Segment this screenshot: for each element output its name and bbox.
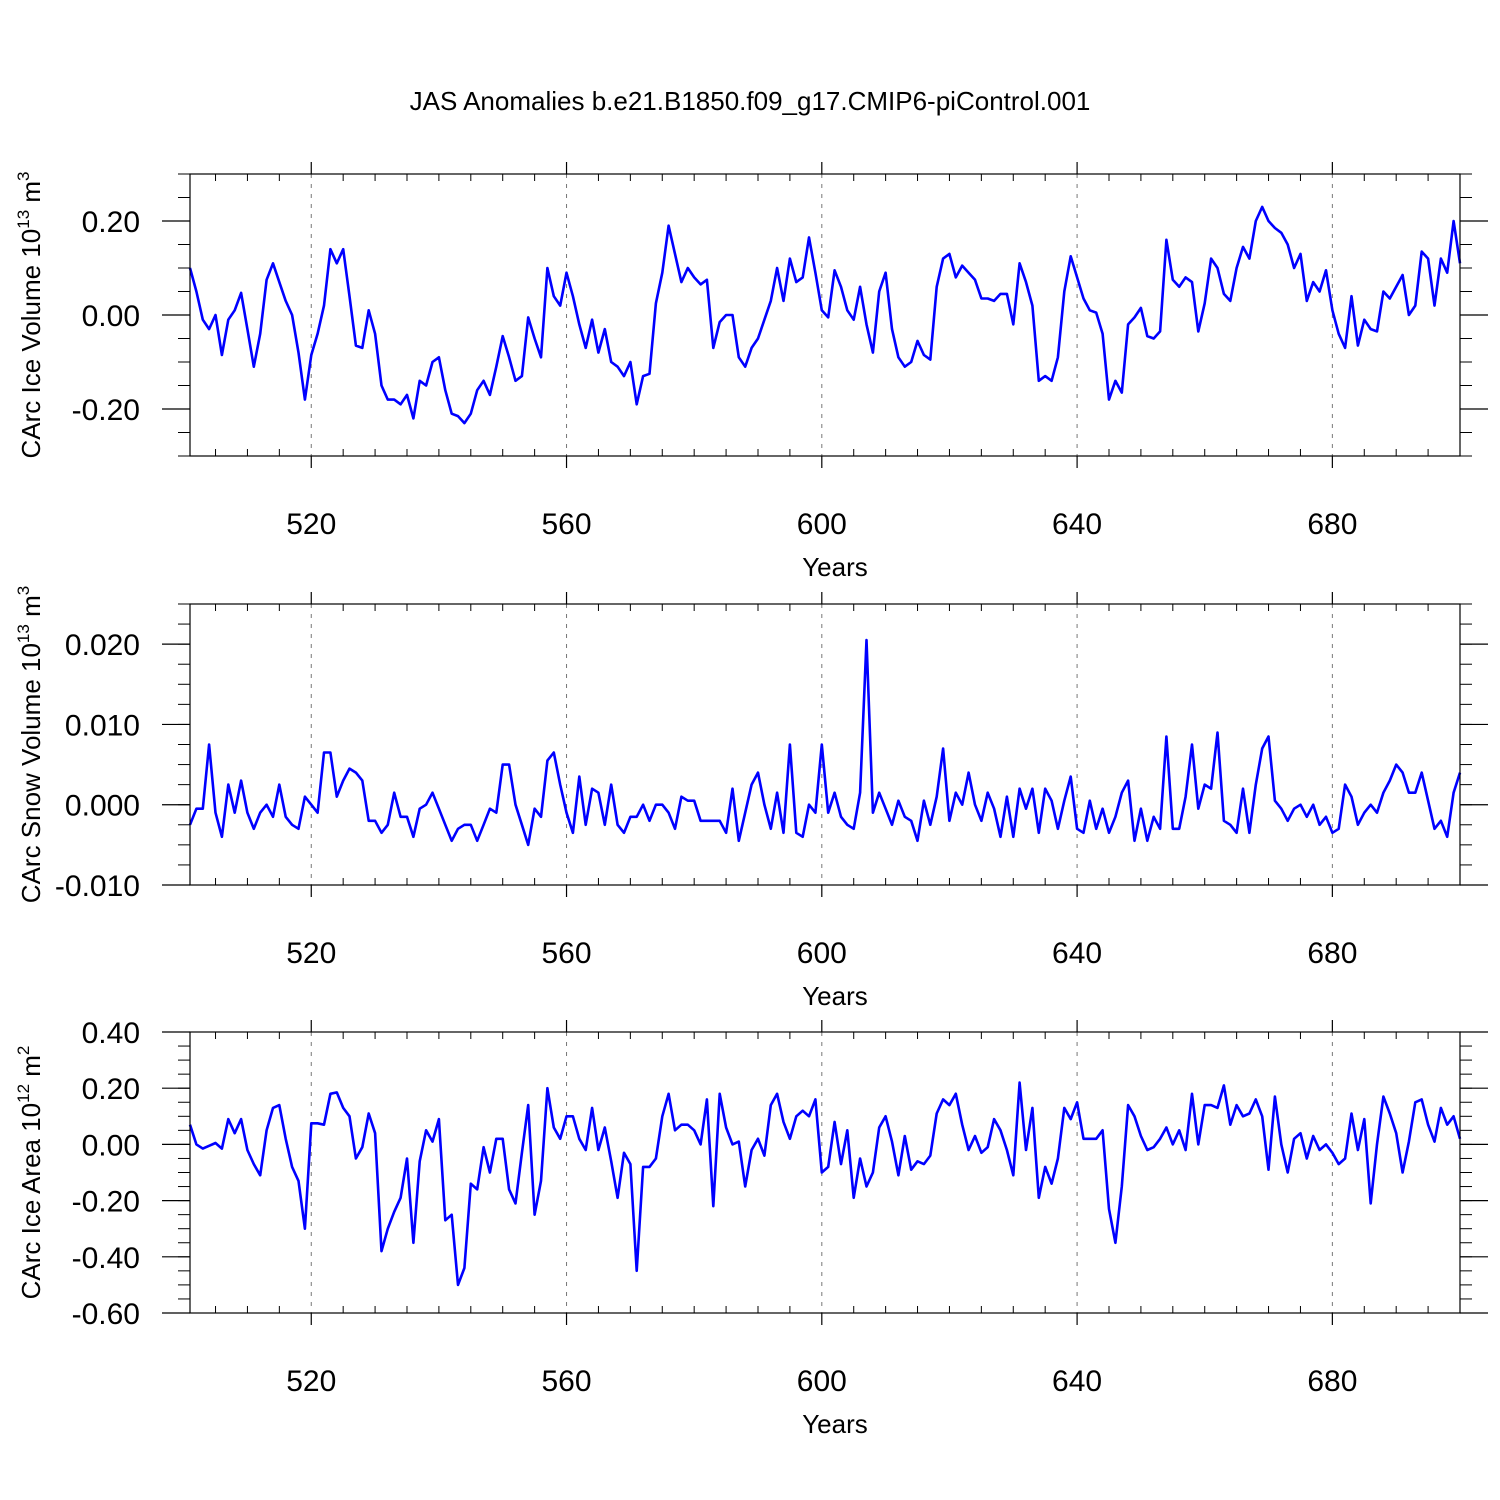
panel-ice-area: 520 560 600 640 680 -0.60 -0.40 -0.20 0.00 0.20 0.…: [14, 1017, 1488, 1439]
x-tick-label: 520: [286, 937, 336, 970]
y-axis-label-part: CArc Ice Area 10: [16, 1103, 46, 1300]
y-tick-label: -0.60: [72, 1298, 140, 1331]
y-axis-label-part: m: [16, 181, 46, 210]
x-tick-label: 680: [1307, 1365, 1357, 1398]
x-tick-label: 560: [542, 1365, 592, 1398]
x-tick-label: 600: [797, 508, 847, 541]
plot-frame: [189, 603, 1461, 886]
chart-title: JAS Anomalies b.e21.B1850.f09_g17.CMIP6-…: [410, 86, 1091, 116]
y-axis-label-part: m: [16, 595, 46, 624]
x-axis-label: Years: [802, 1409, 868, 1439]
y-axis-label-part: CArc Ice Volume 10: [16, 229, 46, 459]
y-tick-label: -0.40: [72, 1242, 140, 1275]
y-tick-label: 0.00: [82, 1129, 140, 1162]
y-tick-label: 0.40: [82, 1017, 140, 1050]
plot-frame: [189, 173, 1461, 457]
x-tick-label: 600: [797, 937, 847, 970]
x-tick-label: 640: [1052, 937, 1102, 970]
y-axis-label-superscript: 3: [14, 171, 33, 180]
y-tick-label: 0.020: [65, 629, 140, 662]
x-tick-label: 560: [542, 508, 592, 541]
y-axis-label-part: CArc Snow Volume 10: [16, 643, 46, 903]
plot-frame: [189, 1031, 1461, 1314]
series-line: [188, 205, 1462, 425]
y-tick-label: 0.010: [65, 709, 140, 742]
y-axis-label: CArc Ice Area 1012 m2: [14, 1046, 46, 1300]
y-axis-label: CArc Snow Volume 1013 m3: [14, 586, 46, 903]
x-tick-label: 600: [797, 1365, 847, 1398]
panel-snow-volume: 520 560 600 640 680 -0.010 0.000 0.010 0.020 Year…: [14, 586, 1488, 1011]
x-tick-label: 680: [1307, 937, 1357, 970]
y-tick-label: -0.010: [55, 870, 140, 903]
y-axis-label-superscript: 13: [14, 624, 33, 643]
y-tick-label: 0.000: [65, 790, 140, 823]
y-axis-label-part: m: [16, 1055, 46, 1084]
x-tick-label: 640: [1052, 508, 1102, 541]
y-tick-label: -0.20: [72, 1186, 140, 1219]
x-tick-label: 520: [286, 508, 336, 541]
series-line: [188, 638, 1462, 847]
y-tick-label: -0.20: [72, 394, 140, 427]
x-tick-label: 560: [542, 937, 592, 970]
x-tick-label: 520: [286, 1365, 336, 1398]
x-axis-label: Years: [802, 981, 868, 1011]
y-tick-label: 0.00: [82, 300, 140, 333]
y-tick-label: 0.20: [82, 206, 140, 239]
x-tick-label: 640: [1052, 1365, 1102, 1398]
panel-ice-volume: 520 560 600 640 680 -0.20 0.00 0.20 Years CArc Ic…: [14, 162, 1488, 582]
y-axis-label-superscript: 3: [14, 586, 33, 595]
x-tick-label: 680: [1307, 508, 1357, 541]
y-axis-label-superscript: 12: [14, 1084, 33, 1103]
y-axis-label-superscript: 13: [14, 210, 33, 229]
series-line: [188, 1081, 1462, 1287]
y-axis-label-superscript: 2: [14, 1046, 33, 1055]
y-axis-label: CArc Ice Volume 1013 m3: [14, 171, 46, 458]
x-axis-label: Years: [802, 552, 868, 582]
y-tick-label: 0.20: [82, 1073, 140, 1106]
